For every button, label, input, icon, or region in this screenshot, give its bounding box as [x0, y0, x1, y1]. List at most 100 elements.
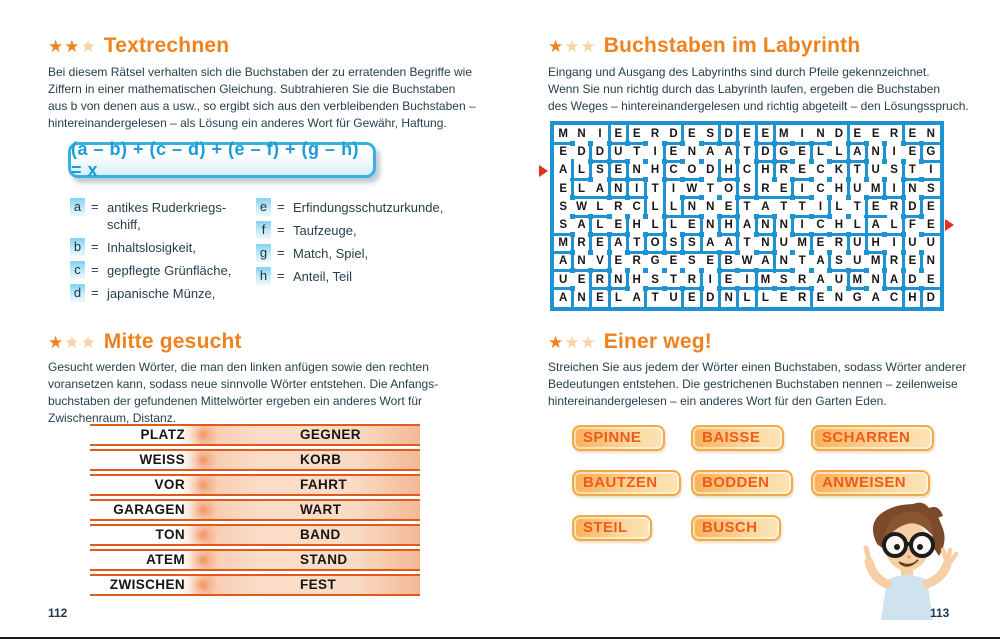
maze-wall [790, 232, 814, 236]
maze-cell: E [816, 291, 825, 304]
maze-wall [699, 286, 703, 309]
maze-cell: E [779, 291, 788, 304]
maze-wall-nub [827, 195, 833, 201]
definition-item: e = Erfindungsschutzurkunde, [256, 198, 471, 216]
ladder-right-word: FAHRT [300, 477, 347, 492]
maze-cell: S [662, 232, 686, 255]
maze-cell: L [811, 143, 833, 164]
maze-wall [882, 232, 906, 236]
word-chip: BAUTZEN [572, 470, 682, 496]
maze-wall-nub [569, 195, 575, 201]
maze-wall [864, 195, 868, 218]
equals-sign: = [91, 285, 99, 300]
maze-cell: I [809, 195, 833, 219]
word-chip: STEIL [572, 515, 652, 541]
maze-wall-nub [606, 268, 612, 274]
definition-text: Taufzeuge, [293, 223, 357, 238]
maze-wall-nub [716, 177, 722, 183]
maze-wall-nub [753, 286, 759, 292]
maze-cell: E [754, 123, 778, 146]
maze-wall [754, 286, 758, 309]
maze-cell: R [754, 180, 777, 200]
maze-wall-nub [919, 249, 925, 255]
maze-wall [607, 250, 611, 273]
maze-cell: U [552, 271, 575, 292]
star-icon: ★ [64, 36, 80, 56]
maze-cell: E [903, 141, 925, 164]
maze-cell: U [866, 161, 888, 183]
maze-wall [589, 286, 593, 309]
maze-wall [736, 123, 740, 146]
ladder-row: ATEM STAND [90, 549, 420, 571]
maze-cell: E [664, 252, 686, 274]
ladder-left-word: WEISS [139, 452, 185, 467]
ladder-left-word: PLATZ [140, 427, 185, 442]
maze-cell: N [903, 180, 925, 201]
maze-wall [919, 141, 942, 145]
mitte-gesucht-intro: Gesucht werden Wörter, die man den linke… [48, 360, 439, 425]
maze-cell: W [680, 180, 704, 201]
maze-cell: D [717, 123, 741, 146]
maze-wall-nub [827, 177, 833, 183]
star-icon: ★ [580, 36, 596, 56]
maze-wall-nub [827, 213, 833, 219]
maze-wall [772, 196, 795, 200]
maze-wall [589, 232, 593, 255]
maze-wall [644, 232, 648, 255]
maze-cell: S [772, 271, 796, 292]
maze-wall-nub [735, 249, 741, 255]
maze-wall-nub [625, 140, 631, 146]
star-icon: ★ [64, 332, 80, 352]
maze-wall-nub [863, 249, 869, 255]
maze-cell: T [651, 291, 659, 304]
maze-cell: W [735, 252, 759, 274]
maze-wall-nub [808, 158, 814, 164]
maze-wall [680, 287, 704, 291]
definition-text: Erfindungsschutzurkunde, [293, 200, 444, 215]
difficulty-stars: ★ ★ ★ [548, 38, 596, 55]
maze-exit-arrow-icon [945, 219, 954, 232]
definition-key: g [256, 244, 271, 262]
maze-wall [772, 141, 795, 145]
maze-cell: E [717, 271, 741, 292]
maze-cell: S [699, 123, 722, 146]
maze-wall [790, 178, 814, 182]
maze-wall-nub [588, 249, 594, 255]
maze-wall-nub [845, 249, 851, 255]
maze-cell: N [572, 125, 594, 146]
maze-cell: D [572, 141, 594, 164]
star-icon: ★ [548, 36, 564, 56]
maze-wall [754, 159, 777, 163]
maze-wall [607, 177, 611, 200]
maze-wall-nub [735, 195, 741, 201]
maze-wall-nub [753, 140, 759, 146]
maze-wall-nub [643, 140, 649, 146]
maze-wall-nub [845, 195, 851, 201]
maze-cell: V [588, 250, 612, 274]
maze-wall [552, 269, 575, 273]
maze-wall [681, 232, 685, 255]
star-icon: ★ [548, 332, 564, 352]
maze-wall [773, 123, 777, 146]
maze-wall [754, 141, 758, 164]
maze-wall [882, 196, 906, 200]
maze-cell: C [809, 216, 833, 237]
maze-wall [919, 159, 942, 163]
maze-wall-nub [919, 140, 925, 146]
maze-wall-nub [625, 158, 631, 164]
maze-wall-nub [919, 213, 925, 219]
maze-cell: I [625, 177, 648, 200]
maze-cell: H [827, 216, 851, 237]
maze-wall [736, 141, 740, 164]
maze-wall [607, 232, 630, 236]
maze-cell: S [591, 159, 612, 183]
maze-wall [790, 287, 814, 291]
definition-key: a [70, 198, 85, 216]
maze-wall-nub [698, 231, 704, 237]
maze-wall-nub [625, 231, 631, 237]
maze-cell: N [834, 291, 844, 304]
maze-wall [736, 214, 740, 237]
maze-wall [864, 232, 868, 255]
maze-wall-nub [772, 286, 778, 292]
maze-wall [643, 287, 667, 291]
